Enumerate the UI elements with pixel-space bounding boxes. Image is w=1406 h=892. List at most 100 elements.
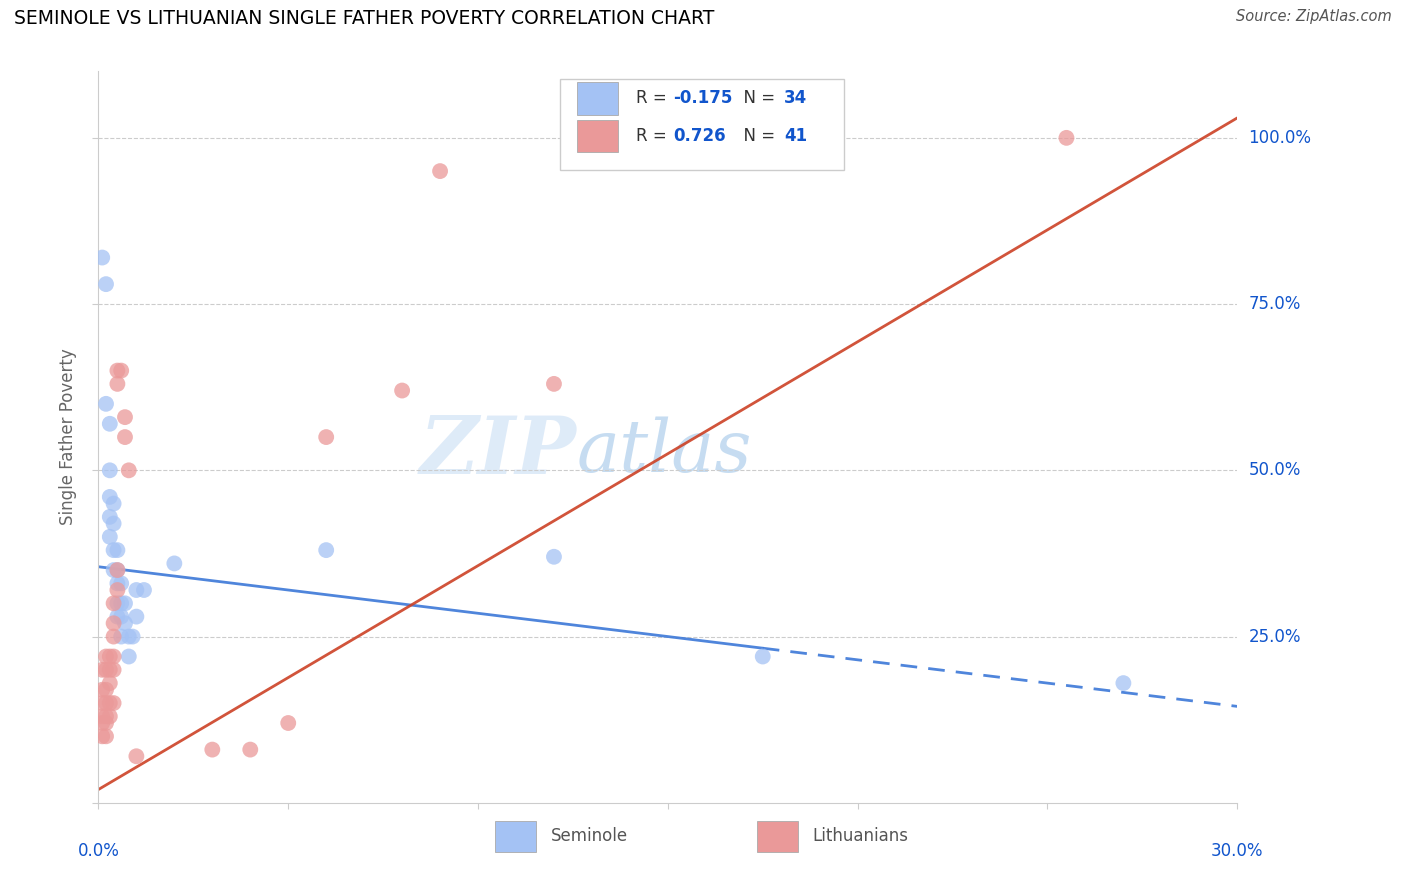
Point	[98, 530, 121, 544]
Point	[543, 376, 565, 391]
Text: SEMINOLE VS LITHUANIAN SINGLE FATHER POVERTY CORRELATION CHART: SEMINOLE VS LITHUANIAN SINGLE FATHER POV…	[14, 9, 714, 28]
Point	[118, 630, 141, 644]
Text: 30.0%: 30.0%	[1211, 842, 1264, 860]
Point	[103, 663, 125, 677]
Point	[132, 582, 155, 597]
Point	[98, 663, 121, 677]
FancyBboxPatch shape	[495, 822, 536, 852]
Point	[107, 582, 129, 597]
Text: 75.0%: 75.0%	[1249, 295, 1301, 313]
Point	[103, 516, 125, 531]
Point	[98, 490, 121, 504]
Point	[103, 497, 125, 511]
Point	[91, 696, 114, 710]
Text: ZIP: ZIP	[420, 413, 576, 491]
Point	[1112, 676, 1135, 690]
Point	[110, 596, 132, 610]
Point	[98, 509, 121, 524]
Text: 0.726: 0.726	[673, 127, 725, 145]
Point	[103, 543, 125, 558]
Text: atlas: atlas	[576, 417, 752, 487]
Point	[98, 463, 121, 477]
Point	[91, 729, 114, 743]
Point	[201, 742, 224, 756]
Point	[103, 696, 125, 710]
Point	[91, 663, 114, 677]
Text: -0.175: -0.175	[673, 89, 733, 107]
Point	[94, 709, 117, 723]
Point	[391, 384, 413, 398]
Point	[107, 563, 129, 577]
Point	[103, 563, 125, 577]
FancyBboxPatch shape	[576, 120, 617, 152]
Point	[98, 417, 121, 431]
Point	[98, 649, 121, 664]
Point	[91, 682, 114, 697]
Point	[315, 430, 337, 444]
Point	[103, 616, 125, 631]
Point	[107, 543, 129, 558]
FancyBboxPatch shape	[576, 82, 617, 114]
Point	[163, 557, 186, 571]
Point	[94, 682, 117, 697]
Point	[315, 543, 337, 558]
Text: 0.0%: 0.0%	[77, 842, 120, 860]
Point	[114, 430, 136, 444]
Text: 25.0%: 25.0%	[1249, 628, 1301, 646]
Point	[429, 164, 451, 178]
Point	[98, 676, 121, 690]
Point	[125, 609, 148, 624]
Point	[752, 649, 775, 664]
Text: Seminole: Seminole	[551, 828, 627, 846]
Point	[107, 609, 129, 624]
Text: Source: ZipAtlas.com: Source: ZipAtlas.com	[1236, 9, 1392, 24]
Text: 34: 34	[785, 89, 807, 107]
Point	[110, 363, 132, 377]
Point	[114, 596, 136, 610]
Point	[121, 630, 143, 644]
Point	[91, 709, 114, 723]
Point	[107, 563, 129, 577]
Point	[107, 376, 129, 391]
Point	[107, 596, 129, 610]
Point	[239, 742, 262, 756]
Point	[94, 277, 117, 292]
Point	[125, 749, 148, 764]
Text: 100.0%: 100.0%	[1249, 128, 1312, 147]
Text: N =: N =	[733, 127, 780, 145]
Y-axis label: Single Father Poverty: Single Father Poverty	[59, 349, 77, 525]
Point	[91, 716, 114, 731]
Point	[107, 363, 129, 377]
Point	[110, 576, 132, 591]
Point	[94, 397, 117, 411]
Point	[103, 630, 125, 644]
Point	[114, 616, 136, 631]
FancyBboxPatch shape	[560, 78, 845, 170]
Point	[94, 649, 117, 664]
Point	[110, 630, 132, 644]
Text: 50.0%: 50.0%	[1249, 461, 1301, 479]
Point	[103, 596, 125, 610]
Text: N =: N =	[733, 89, 780, 107]
Point	[98, 709, 121, 723]
Point	[107, 576, 129, 591]
Text: 41: 41	[785, 127, 807, 145]
Point	[277, 716, 299, 731]
Point	[125, 582, 148, 597]
Point	[543, 549, 565, 564]
Text: Lithuanians: Lithuanians	[813, 828, 908, 846]
Text: R =: R =	[636, 127, 672, 145]
FancyBboxPatch shape	[756, 822, 797, 852]
Point	[110, 609, 132, 624]
Point	[118, 463, 141, 477]
Point	[94, 663, 117, 677]
Point	[94, 729, 117, 743]
Point	[1056, 131, 1078, 145]
Point	[91, 251, 114, 265]
Point	[94, 716, 117, 731]
Point	[94, 696, 117, 710]
Point	[98, 696, 121, 710]
Point	[118, 649, 141, 664]
Point	[114, 410, 136, 425]
Text: R =: R =	[636, 89, 672, 107]
